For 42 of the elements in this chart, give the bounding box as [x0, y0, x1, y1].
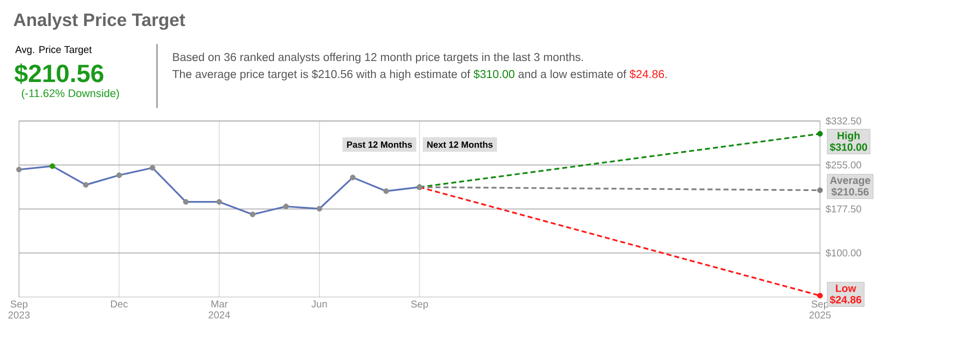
- text: Avg. Price Target: [15, 46, 92, 56]
- series-label: High: [838, 132, 860, 142]
- point: [316, 206, 322, 212]
- x-tick-label: Dec: [111, 300, 128, 308]
- text: $310.00: [474, 70, 514, 79]
- point: [817, 292, 823, 298]
- point: [383, 188, 389, 194]
- annotation: Next 12 Months: [427, 141, 493, 148]
- point: [817, 130, 823, 137]
- y-tick-label: $177.50: [826, 204, 862, 214]
- text: $210.56: [14, 64, 104, 84]
- point: [817, 187, 823, 194]
- point: [216, 199, 222, 205]
- x-tick-label: Sep 2023: [8, 300, 30, 319]
- x-tick-label: Sep: [411, 300, 428, 310]
- y-tick-label: $255.00: [826, 160, 862, 170]
- text: Based on 36 ranked analysts offering 12 month price targets in the last 3 months.: [173, 52, 583, 64]
- data-label: $210.56: [831, 188, 869, 196]
- data-label: $310.00: [830, 142, 868, 152]
- text: .: [666, 76, 667, 78]
- point: [283, 204, 289, 210]
- point: [50, 163, 56, 169]
- text: (-11.62% Downside): [22, 89, 119, 100]
- y-tick-label: $100.00: [826, 248, 862, 258]
- point: [82, 182, 89, 188]
- text: and a low estimate of: [518, 70, 626, 78]
- y-tick-label: $332.50: [826, 116, 862, 126]
- text: $24.86: [630, 70, 664, 79]
- point: [350, 174, 356, 180]
- x-tick-label: Jun: [312, 300, 327, 308]
- x-tick-label: Mar 2024: [208, 300, 230, 318]
- series-label: Average: [830, 176, 870, 186]
- data-label: $24.86: [830, 296, 862, 304]
- point: [150, 165, 156, 171]
- annotation: Past 12 Months: [347, 141, 412, 148]
- point: [183, 199, 189, 205]
- series-label: Low: [836, 284, 856, 292]
- chart-title: Analyst Price Target: [14, 13, 186, 30]
- point: [16, 166, 22, 172]
- point: [250, 212, 256, 218]
- point: [116, 172, 122, 178]
- text: The average price target is $210.56 with a high estimate of: [172, 70, 470, 80]
